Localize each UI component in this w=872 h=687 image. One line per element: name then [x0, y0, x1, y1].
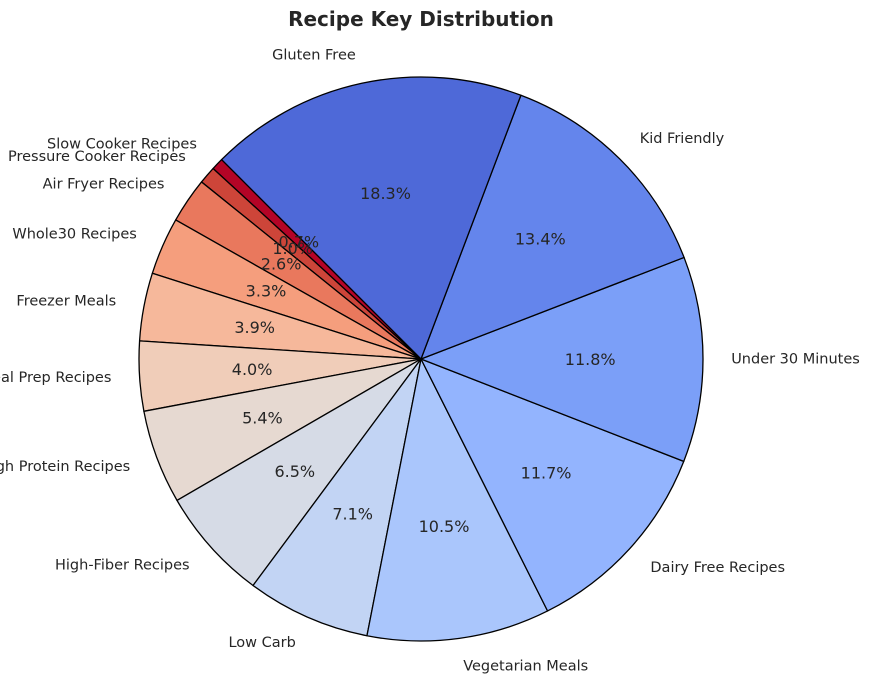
pie-slice-under-30-minutes: [420, 256, 704, 463]
slice-label-freezer-meals: Freezer Meals: [16, 294, 116, 310]
pct-label-meal-prep-recipes: 4.0%: [232, 360, 273, 379]
pie-slice-kid-friendly: [420, 94, 685, 360]
slice-label-high-protein-recipes: High Protein Recipes: [0, 459, 130, 475]
pct-label-pressure-cooker-recipes: 1.0%: [272, 239, 313, 258]
pct-label-vegetarian-meals: 10.5%: [419, 517, 470, 536]
slice-label-slow-cooker-recipes: Slow Cooker Recipes: [47, 137, 197, 153]
pie-slice-dairy-free-recipes: [420, 358, 685, 612]
slice-label-meal-prep-recipes: Meal Prep Recipes: [0, 370, 111, 386]
pie-slice-gluten-free: [220, 76, 522, 360]
pct-label-high-protein-recipes: 5.4%: [242, 408, 283, 427]
pct-label-kid-friendly: 13.4%: [515, 230, 566, 249]
pct-label-gluten-free: 18.3%: [360, 184, 411, 203]
slice-label-gluten-free: Gluten Free: [272, 48, 356, 64]
slices-layer: [138, 76, 704, 642]
slice-label-whole30-recipes: Whole30 Recipes: [12, 227, 136, 243]
pct-label-whole30-recipes: 3.3%: [246, 282, 287, 301]
slice-label-dairy-free-recipes: Dairy Free Recipes: [650, 560, 785, 576]
pct-label-high-fiber-recipes: 6.5%: [274, 462, 315, 481]
pct-label-under-30-minutes: 11.8%: [565, 350, 616, 369]
pct-label-dairy-free-recipes: 11.7%: [521, 463, 572, 482]
slice-label-high-fiber-recipes: High-Fiber Recipes: [55, 558, 190, 574]
slice-label-kid-friendly: Kid Friendly: [640, 131, 725, 147]
slice-label-pressure-cooker-recipes: Pressure Cooker Recipes: [8, 149, 186, 165]
pie-slice-high-fiber-recipes: [176, 358, 422, 587]
pct-label-air-fryer-recipes: 2.6%: [261, 254, 302, 273]
pie-slice-low-carb: [252, 358, 422, 637]
pct-label-slow-cooker-recipes: 0.7%: [278, 233, 319, 252]
pct-label-low-carb: 7.1%: [332, 504, 373, 523]
chart-title: Recipe Key Distribution: [288, 7, 554, 31]
slice-label-under-30-minutes: Under 30 Minutes: [731, 352, 860, 368]
pie-slice-vegetarian-meals: [366, 358, 549, 642]
slice-label-vegetarian-meals: Vegetarian Meals: [463, 658, 588, 674]
pct-label-freezer-meals: 3.9%: [234, 318, 275, 337]
slice-label-low-carb: Low Carb: [228, 635, 295, 651]
labels-layer: Slow Cooker Recipes 0.7% Pressure Cooker R…: [0, 48, 860, 675]
slice-label-air-fryer-recipes: Air Fryer Recipes: [43, 177, 165, 193]
